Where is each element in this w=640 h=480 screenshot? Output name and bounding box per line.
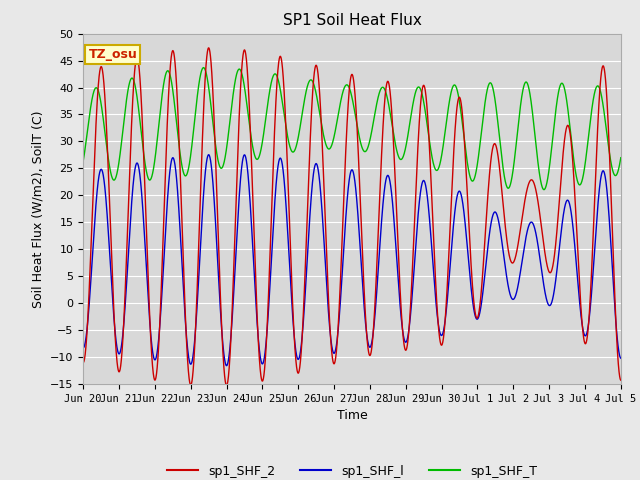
sp1_SHF_l (503, 276, 511, 282)
sp1_SHF_T (200, 65, 207, 71)
sp1_SHF_2 (443, 292, 451, 298)
sp1_SHF_l (443, 302, 451, 308)
sp1_SHF_T (503, 184, 511, 190)
sp1_SHF_2 (332, 352, 340, 358)
sp1_SHF_2 (205, 45, 212, 51)
sp1_SHF_T (176, 148, 184, 154)
Line: sp1_SHF_T: sp1_SHF_T (83, 68, 621, 190)
X-axis label: Time: Time (337, 409, 367, 422)
Title: SP1 Soil Heat Flux: SP1 Soil Heat Flux (283, 13, 421, 28)
sp1_SHF_l (176, 222, 184, 228)
Text: TZ_osu: TZ_osu (88, 48, 138, 61)
sp1_SHF_T (332, 125, 340, 131)
sp1_SHF_l (332, 345, 340, 350)
sp1_SHF_l (616, 355, 624, 360)
sp1_SHF_T (540, 187, 548, 192)
sp1_SHF_2 (473, 315, 481, 321)
sp1_SHF_2 (503, 239, 511, 244)
sp1_SHF_T (79, 158, 87, 164)
sp1_SHF_2 (176, 157, 184, 163)
sp1_SHF_2 (223, 383, 230, 388)
sp1_SHF_l (79, 345, 87, 351)
sp1_SHF_T (617, 155, 625, 161)
Line: sp1_SHF_2: sp1_SHF_2 (83, 48, 621, 385)
sp1_SHF_T (616, 158, 624, 164)
sp1_SHF_T (472, 167, 480, 173)
sp1_SHF_l (617, 355, 625, 361)
sp1_SHF_T (443, 117, 451, 123)
Y-axis label: Soil Heat Flux (W/m2), SoilT (C): Soil Heat Flux (W/m2), SoilT (C) (31, 110, 45, 308)
sp1_SHF_2 (616, 376, 624, 382)
sp1_SHF_l (473, 316, 481, 322)
sp1_SHF_2 (79, 360, 87, 365)
sp1_SHF_2 (617, 377, 625, 383)
Line: sp1_SHF_l: sp1_SHF_l (83, 155, 621, 366)
sp1_SHF_l (223, 363, 230, 369)
sp1_SHF_l (205, 152, 212, 157)
Legend: sp1_SHF_2, sp1_SHF_l, sp1_SHF_T: sp1_SHF_2, sp1_SHF_l, sp1_SHF_T (162, 460, 542, 480)
